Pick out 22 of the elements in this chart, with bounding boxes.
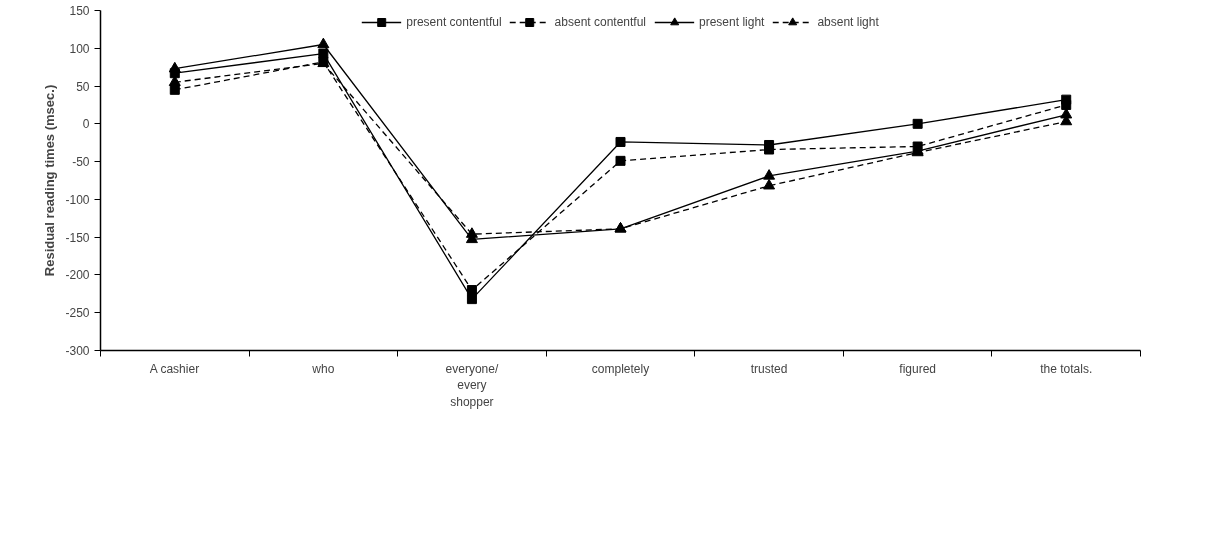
y-tick-label: 100	[69, 41, 90, 56]
legend-label: absent light	[817, 15, 879, 29]
y-tick-label: -200	[65, 268, 90, 283]
y-tick-label: 50	[76, 79, 90, 94]
legend-label: absent contentful	[554, 15, 647, 29]
legend-label: present contentful	[406, 15, 502, 29]
x-tick-label: everyone/ every shopper	[445, 361, 499, 410]
x-tick-label: figured	[899, 361, 936, 376]
x-tick-label: trusted	[750, 361, 788, 376]
y-tick-label: 150	[69, 4, 90, 18]
y-tick-label: -300	[65, 344, 90, 358]
y-tick-label: 0	[82, 117, 90, 132]
y-tick-label: -150	[65, 230, 90, 245]
x-tick-label: A cashier	[149, 361, 200, 376]
x-tick-label: who	[311, 361, 335, 376]
legend-label: present light	[699, 15, 765, 29]
y-tick-label: -50	[72, 155, 90, 170]
y-tick-label: -100	[65, 192, 90, 207]
y-tick-label: -250	[65, 306, 90, 321]
x-tick-label: completely	[591, 361, 650, 376]
x-tick-label: the totals.	[1040, 361, 1093, 376]
y-axis-title: Residual reading times (msec.)	[42, 84, 58, 277]
